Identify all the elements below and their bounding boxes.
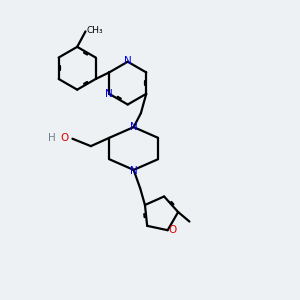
Text: N: N	[130, 122, 138, 131]
Text: H: H	[48, 133, 56, 142]
Text: N: N	[124, 56, 132, 66]
Text: CH₃: CH₃	[87, 26, 103, 35]
Text: N: N	[105, 89, 112, 99]
Text: N: N	[130, 166, 138, 176]
Text: O: O	[60, 133, 68, 143]
Text: O: O	[168, 225, 176, 235]
